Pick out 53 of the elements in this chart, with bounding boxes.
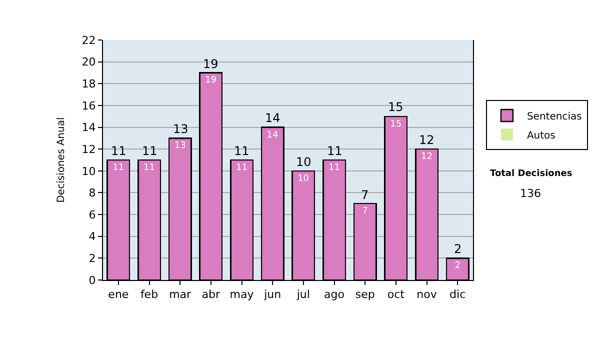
total-label: 19 [203, 57, 218, 71]
data-label: 12 [421, 152, 432, 162]
x-tick-label: may [230, 288, 254, 302]
data-label: 10 [298, 174, 310, 184]
x-tick-label: jul [296, 288, 310, 302]
total-label: 14 [265, 111, 280, 125]
x-tick-label: jun [263, 288, 282, 302]
y-tick-label: 6 [88, 208, 96, 222]
data-label: 19 [205, 76, 217, 86]
x-tick-label: abr [202, 288, 221, 302]
total-label: 10 [296, 155, 312, 169]
data-label: 11 [144, 163, 155, 173]
total-label: 11 [111, 144, 126, 158]
y-tick-label: 20 [82, 56, 96, 69]
text: Total Decisiones [490, 169, 572, 179]
total-label: 2 [454, 242, 462, 256]
y-tick-label: 22 [82, 34, 96, 47]
total-label: 7 [361, 188, 369, 202]
y-tick-label: 18 [82, 77, 96, 90]
x-tick-label: ene [108, 288, 129, 302]
text: 136 [520, 187, 541, 200]
x-tick-label: mar [169, 288, 192, 302]
total-label: 11 [142, 144, 158, 158]
data-label: 15 [390, 119, 402, 130]
x-tick-label: dic [450, 288, 466, 302]
x-tick-label: feb [140, 288, 158, 302]
data-label: 7 [362, 206, 368, 217]
y-tick-label: 16 [82, 99, 96, 112]
total-label: 12 [419, 133, 434, 147]
total-label: 13 [173, 122, 188, 136]
y-tick-label: 14 [82, 121, 96, 134]
y-tick-label: 2 [88, 252, 96, 266]
total-label: 15 [388, 100, 404, 114]
x-tick-label: nov [416, 288, 438, 302]
data-label: 2 [454, 261, 460, 272]
x-tick-label: sep [355, 288, 375, 302]
y-tick-label: 12 [82, 142, 96, 156]
y-tick-label: 8 [88, 186, 96, 200]
data-label: 11 [328, 163, 340, 173]
y-tick-label: 10 [82, 164, 96, 178]
x-tick-label: oct [387, 288, 406, 302]
total-label: 11 [234, 144, 250, 158]
y-axis-title: Decisiones Anual [56, 117, 67, 203]
data-label: 13 [174, 141, 186, 152]
y-tick-label: 4 [88, 230, 96, 244]
total-label: 11 [327, 144, 342, 158]
legend-label: Autos [526, 130, 556, 142]
x-tick-label: ago [324, 288, 345, 302]
y-tick-label: 0 [88, 274, 96, 287]
data-label: 11 [236, 163, 248, 173]
data-label: 11 [112, 163, 124, 173]
legend-label: Sentencias [526, 111, 582, 122]
data-label: 14 [266, 130, 278, 140]
